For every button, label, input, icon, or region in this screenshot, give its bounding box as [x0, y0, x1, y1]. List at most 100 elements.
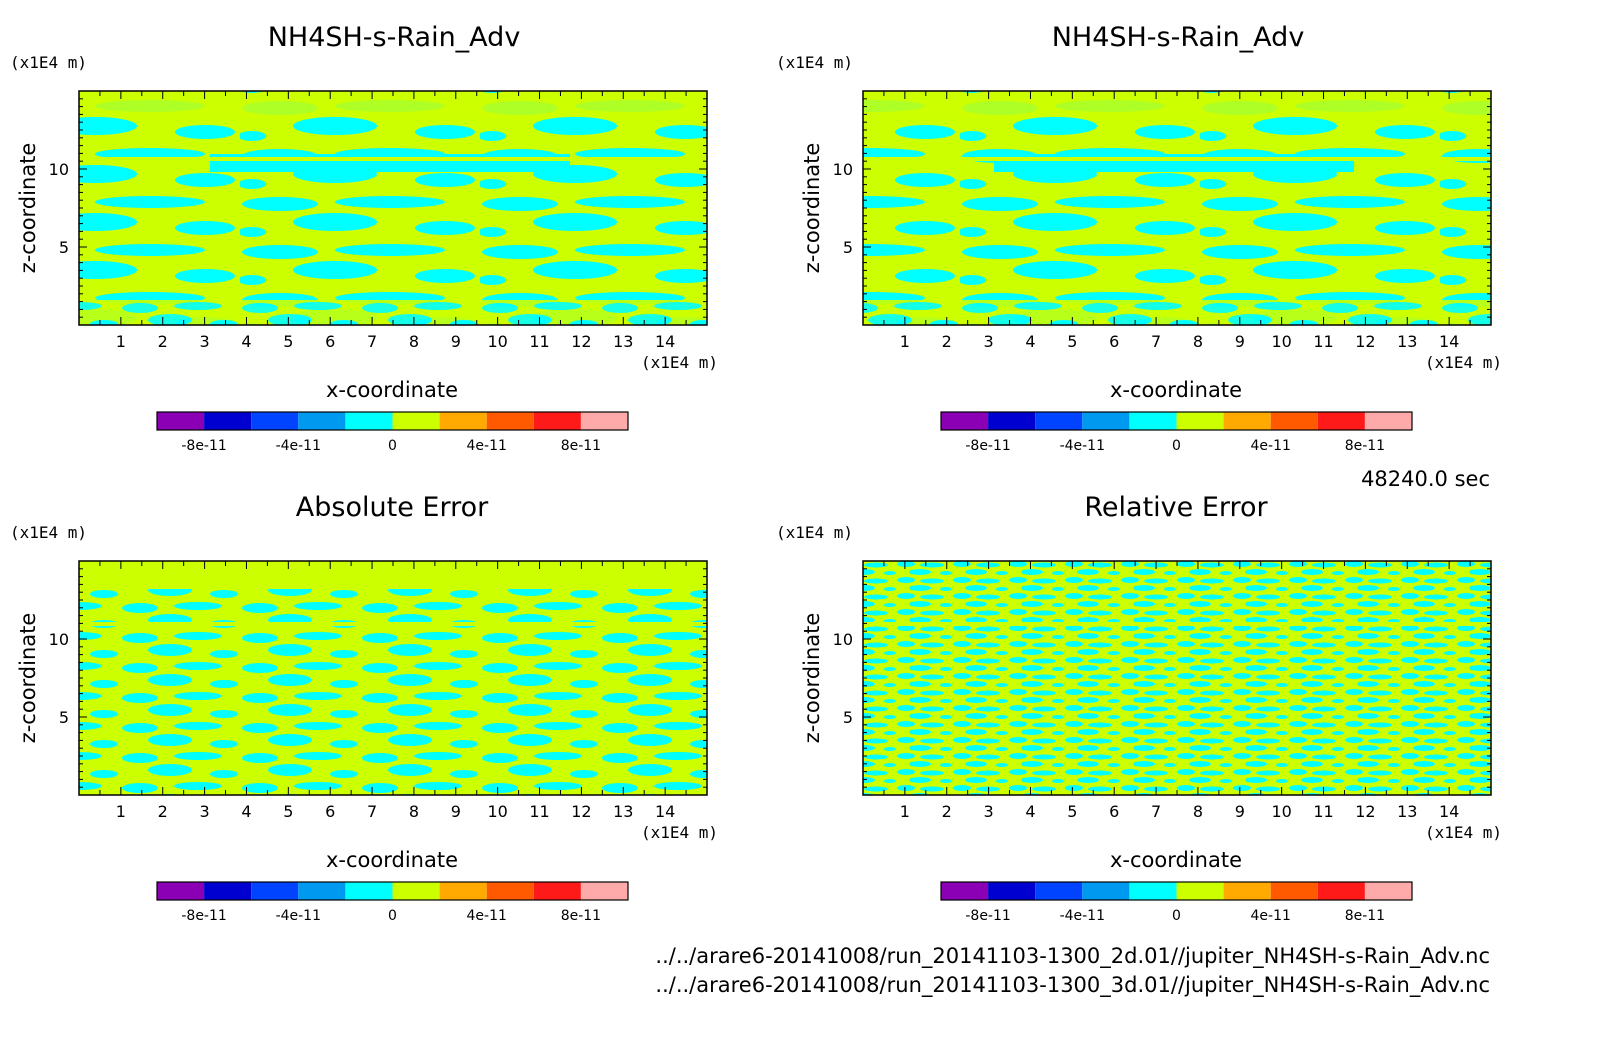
colorbar-swatch	[439, 882, 487, 900]
colorbar-label: 4e-11	[467, 438, 507, 454]
colorbar-swatch	[1082, 412, 1130, 430]
plot-area	[863, 91, 1491, 325]
x-tick-label: 14	[655, 802, 675, 821]
x-tick-label: 9	[1235, 332, 1245, 351]
panel-2: NH4SH-s-Rain_Adv (x1E4 m) 1 2 3 4 5 6 7 8 9 10 11 1…	[776, 22, 1502, 454]
x-unit-label: (x1E4 m)	[1425, 823, 1502, 842]
colorbar-label: 8e-11	[1345, 908, 1385, 924]
y-tick-label: 5	[59, 238, 69, 257]
x-tick-label: 7	[1151, 802, 1161, 821]
colorbar-swatch	[1176, 882, 1224, 900]
colorbar-label: -8e-11	[965, 438, 1010, 454]
x-tick-label: 14	[1439, 802, 1459, 821]
colorbar-swatch	[533, 882, 581, 900]
x-tick-label: 6	[325, 802, 335, 821]
colorbar-frame	[940, 881, 1413, 901]
colorbar-swatch	[1364, 412, 1412, 430]
colorbar-frame	[156, 411, 629, 431]
y-unit-label: (x1E4 m)	[776, 53, 853, 72]
colorbar-swatch	[1317, 882, 1365, 900]
x-tick-label: 1	[116, 802, 126, 821]
colorbar-swatch	[157, 882, 205, 900]
panel-title: NH4SH-s-Rain_Adv	[1052, 22, 1305, 53]
colorbar-label: 4e-11	[1251, 438, 1291, 454]
x-tick-label: 12	[1355, 332, 1375, 351]
colorbar: -8e-11 -4e-11 0 4e-11 8e-11	[156, 881, 629, 924]
y-tick-label: 5	[59, 708, 69, 727]
x-tick-label: 2	[942, 802, 952, 821]
x-tick-label: 13	[613, 802, 633, 821]
colorbar: -8e-11 -4e-11 0 4e-11 8e-11	[156, 411, 629, 454]
colorbar-swatch	[988, 412, 1036, 430]
panel-3: Absolute Error (x1E4 m) 1 2 3 4 5 6 7 8 9 10 11 12 1…	[10, 492, 718, 924]
x-tick-label: 11	[1313, 802, 1333, 821]
colorbar-label: -4e-11	[276, 438, 321, 454]
x-tick-label: 13	[1397, 802, 1417, 821]
colorbar-swatch	[1035, 882, 1083, 900]
x-tick-label: 11	[529, 802, 549, 821]
colorbar-label: -4e-11	[1060, 438, 1105, 454]
time-label: 48240.0 sec	[1361, 467, 1490, 491]
colorbar-frame	[156, 881, 629, 901]
x-axis-label: x-coordinate	[1110, 848, 1242, 872]
colorbar-swatch	[533, 412, 581, 430]
x-tick-label: 1	[116, 332, 126, 351]
x-tick-label: 9	[451, 802, 461, 821]
x-tick-label: 10	[1271, 332, 1291, 351]
colorbar-label: 4e-11	[1251, 908, 1291, 924]
x-tick-label: 11	[1313, 332, 1333, 351]
colorbar-swatch	[1364, 882, 1412, 900]
y-axis-label: z-coordinate	[800, 613, 824, 744]
x-tick-label: 2	[158, 802, 168, 821]
y-unit-label: (x1E4 m)	[10, 53, 87, 72]
x-unit-label: (x1E4 m)	[1425, 353, 1502, 372]
colorbar-label: 0	[388, 438, 397, 454]
x-tick-label: 14	[655, 332, 675, 351]
x-tick-label: 8	[409, 802, 419, 821]
colorbar-swatch	[439, 412, 487, 430]
x-tick-label: 7	[367, 332, 377, 351]
x-unit-label: (x1E4 m)	[641, 823, 718, 842]
x-axis-label: x-coordinate	[326, 848, 458, 872]
y-axis-label: z-coordinate	[16, 613, 40, 744]
x-tick-label: 4	[241, 802, 251, 821]
x-tick-label: 12	[571, 802, 591, 821]
colorbar-swatch	[298, 412, 346, 430]
x-axis-label: x-coordinate	[326, 378, 458, 402]
x-tick-label: 8	[1193, 802, 1203, 821]
colorbar-swatch	[1082, 882, 1130, 900]
colorbar-swatch	[1176, 412, 1224, 430]
colorbar-swatch	[345, 882, 393, 900]
colorbar-label: 4e-11	[467, 908, 507, 924]
colorbar-swatch	[157, 412, 205, 430]
x-tick-label: 3	[200, 802, 210, 821]
y-tick-label: 10	[833, 160, 853, 179]
colorbar: -8e-11 -4e-11 0 4e-11 8e-11	[940, 411, 1413, 454]
x-tick-label: 7	[367, 802, 377, 821]
y-tick-label: 5	[843, 708, 853, 727]
x-tick-label: 1	[900, 802, 910, 821]
x-tick-label: 4	[1025, 332, 1035, 351]
x-tick-label: 9	[1235, 802, 1245, 821]
x-tick-label: 6	[1109, 332, 1119, 351]
colorbar-swatch	[204, 882, 252, 900]
x-tick-label: 12	[571, 332, 591, 351]
colorbar-label: 0	[1172, 438, 1181, 454]
colorbar-label: -4e-11	[276, 908, 321, 924]
x-tick-label: 3	[200, 332, 210, 351]
x-tick-label: 4	[241, 332, 251, 351]
colorbar-swatch	[941, 412, 989, 430]
colorbar-swatch	[392, 412, 440, 430]
x-tick-label: 2	[158, 332, 168, 351]
colorbar-label: 0	[388, 908, 397, 924]
colorbar-swatch	[486, 412, 534, 430]
y-axis-label: z-coordinate	[800, 143, 824, 274]
colorbar-label: 8e-11	[561, 908, 601, 924]
x-tick-label: 10	[487, 802, 507, 821]
x-tick-label: 11	[529, 332, 549, 351]
y-axis-label: z-coordinate	[16, 143, 40, 274]
